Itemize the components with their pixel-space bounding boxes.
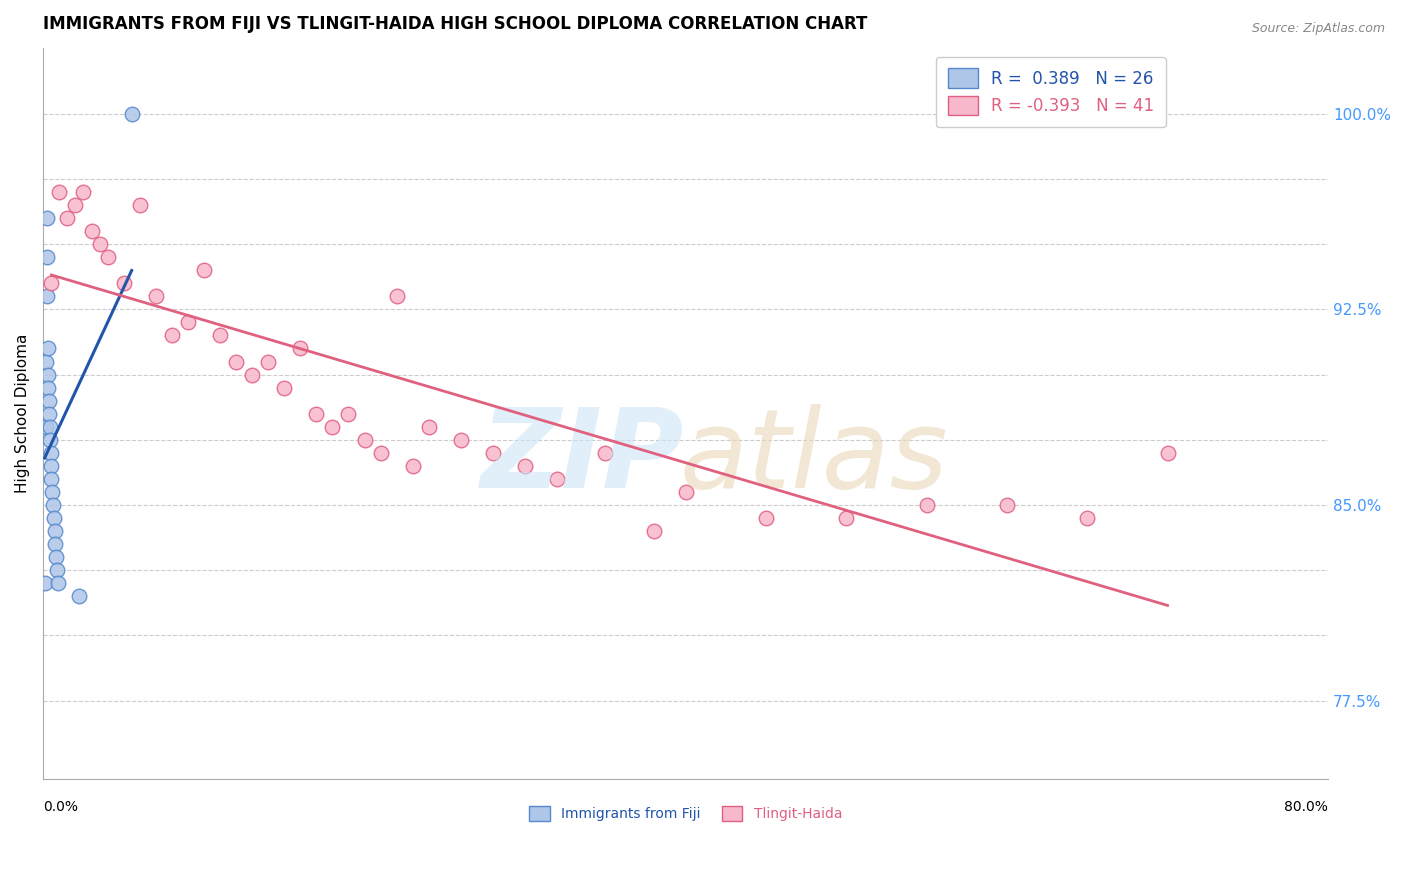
- Legend: Immigrants from Fiji, Tlingit-Haida: Immigrants from Fiji, Tlingit-Haida: [524, 801, 848, 827]
- Point: [44, 524, 66, 538]
- Point: [72, 185, 94, 199]
- Point: [35, 354, 58, 368]
- Point: [290, 342, 312, 356]
- Point: [353, 433, 375, 447]
- Point: [177, 315, 200, 329]
- Point: [121, 106, 143, 120]
- Point: [193, 263, 215, 277]
- Point: [995, 498, 1018, 512]
- Point: [418, 419, 440, 434]
- Point: [34, 576, 56, 591]
- Point: [385, 289, 408, 303]
- Point: [1156, 446, 1178, 460]
- Point: [41, 472, 63, 486]
- Point: [41, 485, 63, 500]
- Point: [35, 250, 58, 264]
- Point: [39, 446, 62, 460]
- Point: [38, 393, 60, 408]
- Point: [128, 198, 150, 212]
- Point: [48, 185, 70, 199]
- Point: [41, 277, 63, 291]
- Point: [38, 419, 60, 434]
- Point: [35, 419, 58, 434]
- Point: [89, 237, 111, 252]
- Point: [44, 537, 66, 551]
- Point: [112, 277, 135, 291]
- Point: [42, 498, 65, 512]
- Point: [273, 381, 295, 395]
- Text: Source: ZipAtlas.com: Source: ZipAtlas.com: [1251, 22, 1385, 36]
- Point: [37, 211, 59, 225]
- Point: [513, 458, 536, 473]
- Point: [595, 446, 617, 460]
- Point: [643, 524, 665, 538]
- Point: [37, 342, 59, 356]
- Point: [37, 368, 59, 382]
- Point: [38, 407, 60, 421]
- Point: [39, 458, 62, 473]
- Point: [450, 433, 472, 447]
- Point: [305, 407, 328, 421]
- Text: IMMIGRANTS FROM FIJI VS TLINGIT-HAIDA HIGH SCHOOL DIPLOMA CORRELATION CHART: IMMIGRANTS FROM FIJI VS TLINGIT-HAIDA HI…: [44, 15, 868, 33]
- Text: 0.0%: 0.0%: [44, 800, 79, 814]
- Point: [45, 550, 67, 565]
- Point: [835, 511, 858, 525]
- Point: [321, 419, 343, 434]
- Point: [160, 328, 183, 343]
- Point: [208, 328, 231, 343]
- Text: atlas: atlas: [681, 404, 949, 511]
- Point: [402, 458, 425, 473]
- Y-axis label: High School Diploma: High School Diploma: [15, 334, 30, 493]
- Point: [65, 198, 87, 212]
- Point: [145, 289, 167, 303]
- Point: [46, 563, 69, 577]
- Text: ZIP: ZIP: [481, 404, 685, 511]
- Point: [225, 354, 247, 368]
- Point: [240, 368, 263, 382]
- Point: [370, 446, 392, 460]
- Point: [546, 472, 568, 486]
- Point: [35, 289, 58, 303]
- Text: 80.0%: 80.0%: [1284, 800, 1329, 814]
- Point: [97, 250, 120, 264]
- Point: [257, 354, 280, 368]
- Point: [337, 407, 360, 421]
- Point: [755, 511, 778, 525]
- Point: [42, 511, 65, 525]
- Point: [1076, 511, 1098, 525]
- Point: [482, 446, 505, 460]
- Point: [675, 485, 697, 500]
- Point: [46, 576, 69, 591]
- Point: [37, 381, 59, 395]
- Point: [80, 224, 103, 238]
- Point: [915, 498, 938, 512]
- Point: [56, 211, 79, 225]
- Point: [67, 589, 90, 603]
- Point: [39, 433, 62, 447]
